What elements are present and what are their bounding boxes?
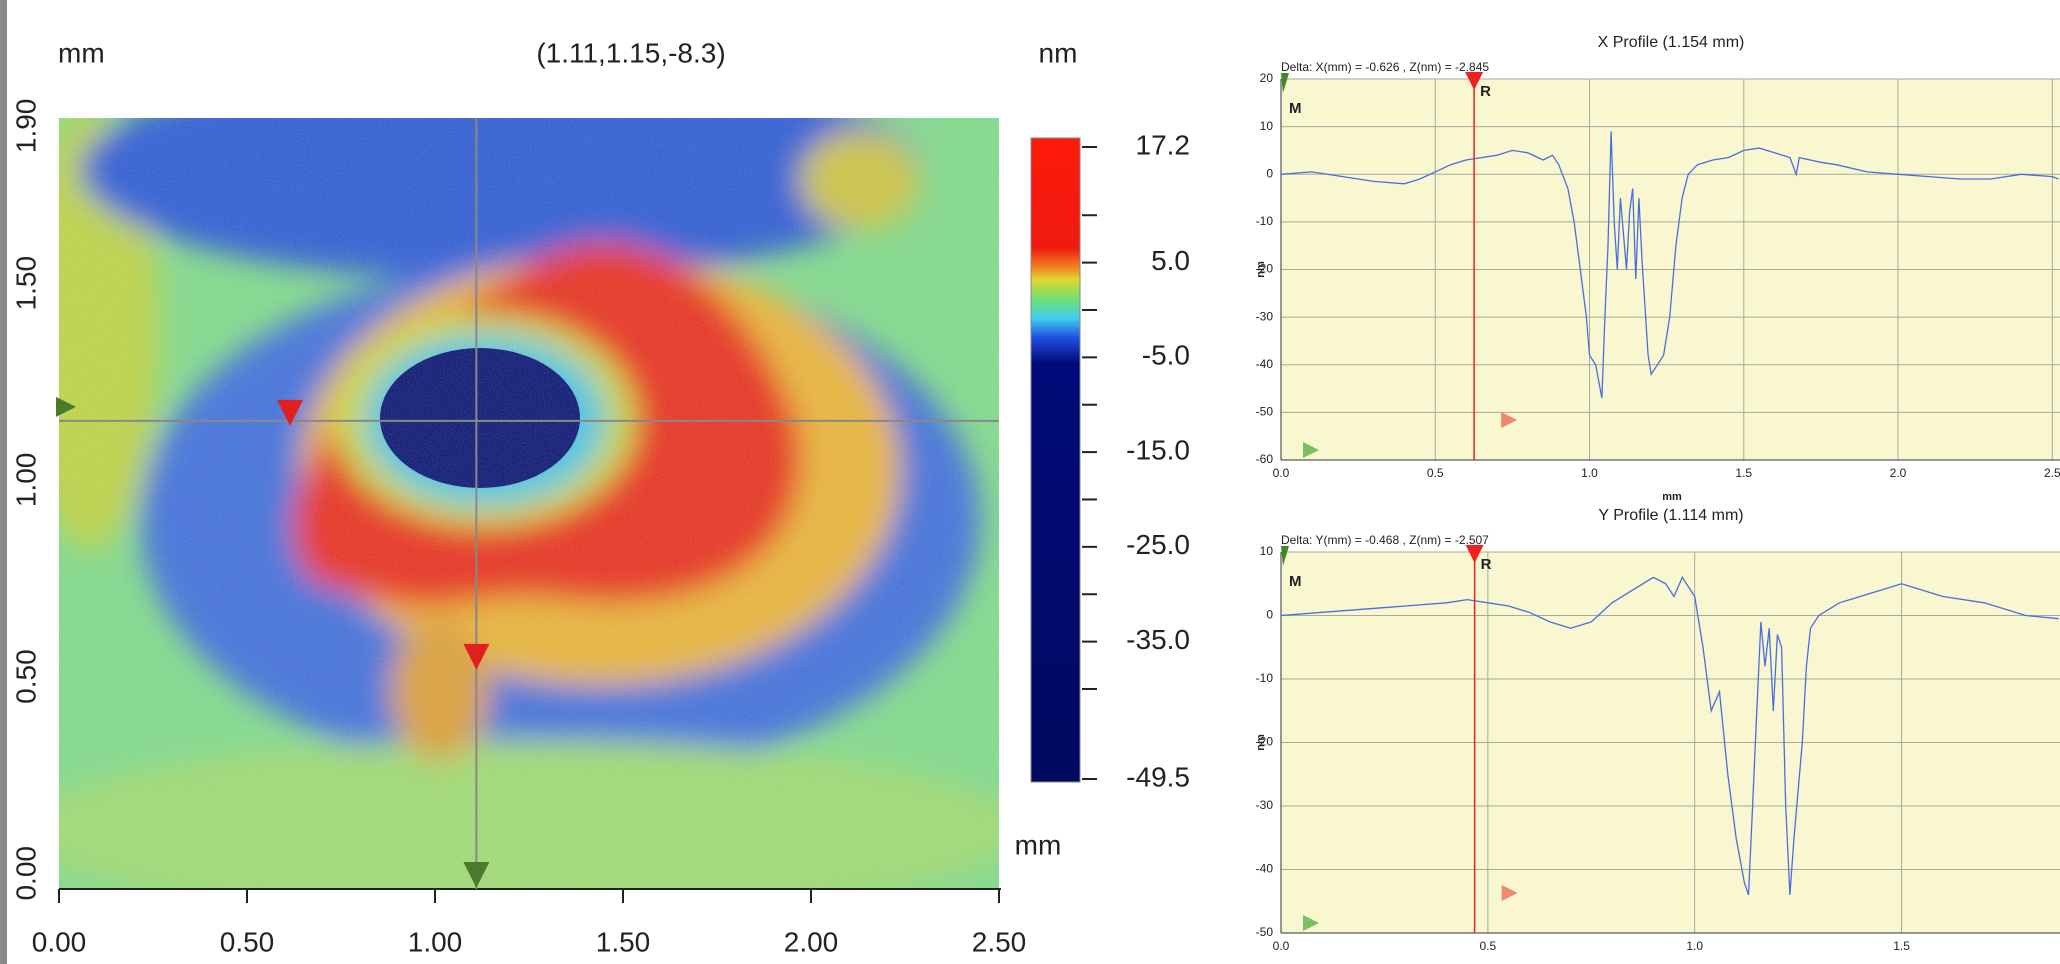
x-tick-label: 1.0 [1581,466,1598,480]
y-tick-label: 1.90 [10,99,41,153]
x-tick-label: 1.50 [596,926,651,957]
y-tick-label: 1.50 [10,256,41,311]
x-tick-label: 0.5 [1480,939,1497,953]
y-tick-label: 10 [1260,119,1274,133]
profile-line [1280,576,2059,896]
x-tick-label: 0.0 [1273,939,1290,953]
y-tick-label: 0 [1266,608,1273,622]
x-tick-label: 1.5 [1893,939,1910,953]
measure-marker [1281,73,1289,93]
y-tick-label: -20 [1256,262,1274,276]
cursor-marker [277,399,303,426]
y-tick-label: 0.50 [10,649,41,704]
colorbar [1030,137,1081,783]
y-tick-label: -20 [1256,735,1274,749]
x-axis-label: mm [1662,491,1682,503]
reference-label: R [1480,83,1491,100]
x-tick-label: 0.50 [220,926,275,957]
x-tick-label: 0.5 [1427,466,1444,480]
scroll-marker [1303,442,1319,458]
colorbar-tick-label: -25.0 [1126,529,1190,560]
y-tick-label: -50 [1256,405,1274,419]
cursor-marker [463,862,490,888]
y-tick-label: 10 [1260,544,1274,558]
x-tick-label: 1.5 [1735,466,1752,480]
colorbar-label: nm [1039,37,1078,68]
y-tick-label: 0.00 [10,846,41,901]
colorbar-tick-label: -49.5 [1126,761,1190,792]
y-tick-label: -60 [1256,452,1274,466]
measure-label: M [1289,100,1302,117]
x-tick-label: 2.0 [1890,466,1907,480]
measure-label: M [1289,573,1302,590]
reference-marker [1465,545,1484,563]
delta-readout: Delta: Y(mm) = -0.468 , Z(nm) = -2.507 [1281,533,1489,547]
x-tick-label: 0.00 [32,926,87,957]
y-tick-label: 20 [1260,71,1274,85]
scroll-marker [1303,915,1319,931]
y-tick-label: -30 [1256,309,1274,323]
cursor-marker [56,396,76,417]
colorbar-tick-label: -5.0 [1142,340,1190,371]
reference-marker [1465,72,1484,90]
chart-title: X Profile (1.154 mm) [1598,34,1745,51]
scroll-marker [1501,885,1518,901]
x-tick-label: 2.5 [2044,466,2060,480]
x-tick-label: 2.00 [784,926,839,957]
colorbar-tick-label: -35.0 [1126,624,1190,655]
cursor-readout: (1.11,1.15,-8.3) [536,37,725,68]
y-tick-label: -10 [1256,671,1274,685]
colorbar-tick-label: -15.0 [1126,434,1190,465]
delta-readout: Delta: X(mm) = -0.626 , Z(nm) = -2.845 [1281,60,1489,74]
cursor-marker [463,643,490,670]
reference-label: R [1481,556,1492,573]
profile-line [1280,131,2059,399]
measure-marker [1281,546,1289,566]
x-tick-label: 0.0 [1273,466,1290,480]
colorbar-tick-label: 17.2 [1136,129,1191,160]
colorbar-tick-label: 5.0 [1151,245,1190,276]
y-tick-label: 1.00 [10,453,41,508]
x-tick-label: 1.00 [408,926,463,957]
y-tick-label: -40 [1256,357,1274,371]
window-edge [0,0,7,964]
y-axis-label: nm [1255,261,1267,278]
x-tick-label: 2.50 [972,926,1027,957]
y-axis-label: nm [1255,734,1267,751]
x-tick-label: 1.0 [1686,939,1703,953]
chart-title: Y Profile (1.114 mm) [1598,507,1743,524]
x-axis-label: mm [1015,829,1062,860]
surface-map [59,118,999,889]
y-tick-label: -40 [1256,862,1274,876]
y-tick-label: 0 [1266,166,1273,180]
scroll-marker [1501,412,1518,428]
y-tick-label: -50 [1256,925,1274,939]
y-tick-label: -10 [1256,214,1274,228]
y-tick-label: -30 [1256,798,1274,812]
y-axis-label: mm [58,37,105,68]
